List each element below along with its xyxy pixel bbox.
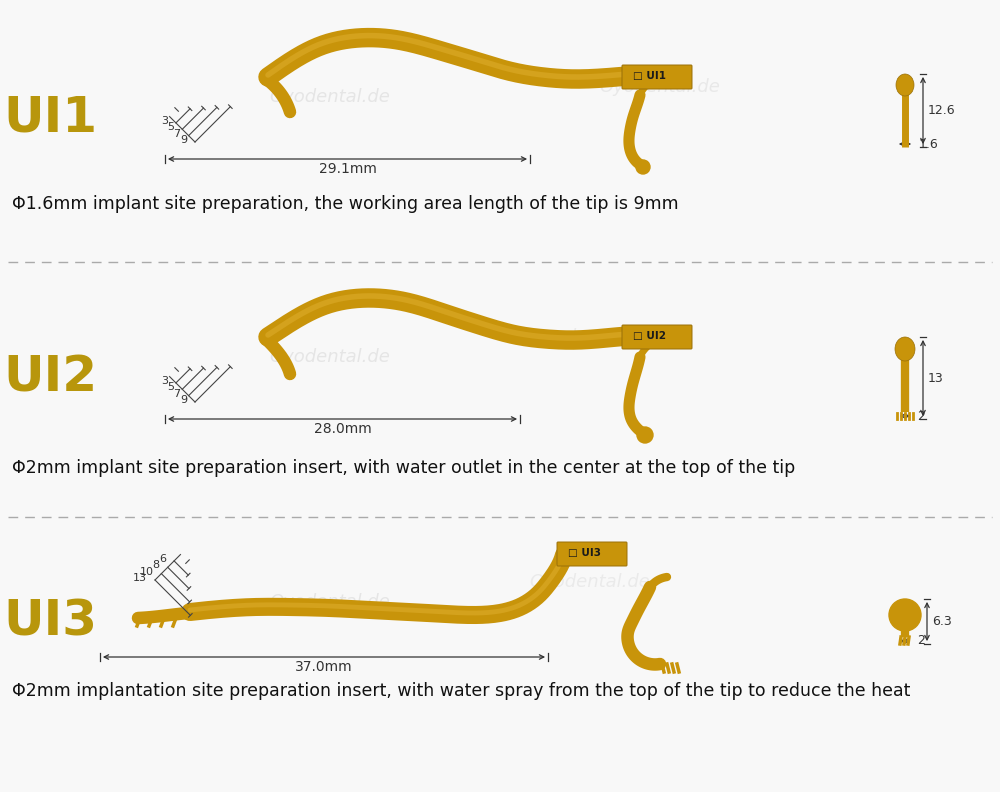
Text: 10: 10: [139, 566, 153, 577]
Text: 7: 7: [174, 389, 181, 398]
Text: □ UI3: □ UI3: [568, 548, 601, 558]
Text: 8: 8: [153, 560, 160, 570]
Text: 13: 13: [133, 573, 147, 583]
Text: Φ1.6mm implant site preparation, the working area length of the tip is 9mm: Φ1.6mm implant site preparation, the wor…: [12, 195, 679, 213]
FancyBboxPatch shape: [622, 325, 692, 349]
Text: Oyodental.de: Oyodental.de: [530, 573, 650, 591]
Text: UI2: UI2: [3, 353, 97, 401]
Text: 29.1mm: 29.1mm: [319, 162, 376, 176]
Text: 5: 5: [167, 122, 174, 132]
Text: 12.6: 12.6: [928, 104, 956, 117]
Text: Oyodental.de: Oyodental.de: [270, 593, 390, 611]
Ellipse shape: [896, 74, 914, 96]
Text: 28.0mm: 28.0mm: [314, 422, 371, 436]
Circle shape: [636, 160, 650, 174]
Text: Oyodental.de: Oyodental.de: [270, 88, 390, 106]
Text: UI1: UI1: [3, 93, 97, 141]
Bar: [902, 345, 908, 359]
Text: 13: 13: [928, 371, 944, 384]
Text: 6: 6: [159, 554, 166, 564]
Text: 2: 2: [917, 634, 925, 648]
Text: 9: 9: [180, 135, 187, 145]
Text: 37.0mm: 37.0mm: [295, 660, 353, 674]
Text: 3: 3: [161, 116, 168, 126]
FancyBboxPatch shape: [557, 542, 627, 566]
Text: 3: 3: [161, 376, 168, 386]
Circle shape: [889, 599, 921, 631]
Text: Φ2mm implant site preparation insert, with water outlet in the center at the top: Φ2mm implant site preparation insert, wi…: [12, 459, 795, 477]
Text: Φ2mm implantation site preparation insert, with water spray from the top of the : Φ2mm implantation site preparation inser…: [12, 682, 910, 700]
Text: Oyodental.de: Oyodental.de: [600, 78, 720, 96]
Text: Oyodental.de: Oyodental.de: [530, 328, 650, 346]
Text: UI3: UI3: [3, 598, 97, 646]
Ellipse shape: [895, 337, 915, 361]
Text: 1.6: 1.6: [919, 138, 939, 150]
Text: 5: 5: [167, 383, 174, 392]
Text: 2: 2: [917, 409, 925, 422]
Circle shape: [637, 427, 653, 443]
Text: Oyodental.de: Oyodental.de: [270, 348, 390, 366]
Text: □ UI2: □ UI2: [633, 331, 666, 341]
Text: 7: 7: [174, 128, 181, 139]
FancyBboxPatch shape: [622, 65, 692, 89]
Bar: [903, 82, 907, 94]
Text: 6.3: 6.3: [932, 615, 952, 628]
Text: 9: 9: [180, 395, 187, 405]
Text: □ UI1: □ UI1: [633, 71, 666, 81]
